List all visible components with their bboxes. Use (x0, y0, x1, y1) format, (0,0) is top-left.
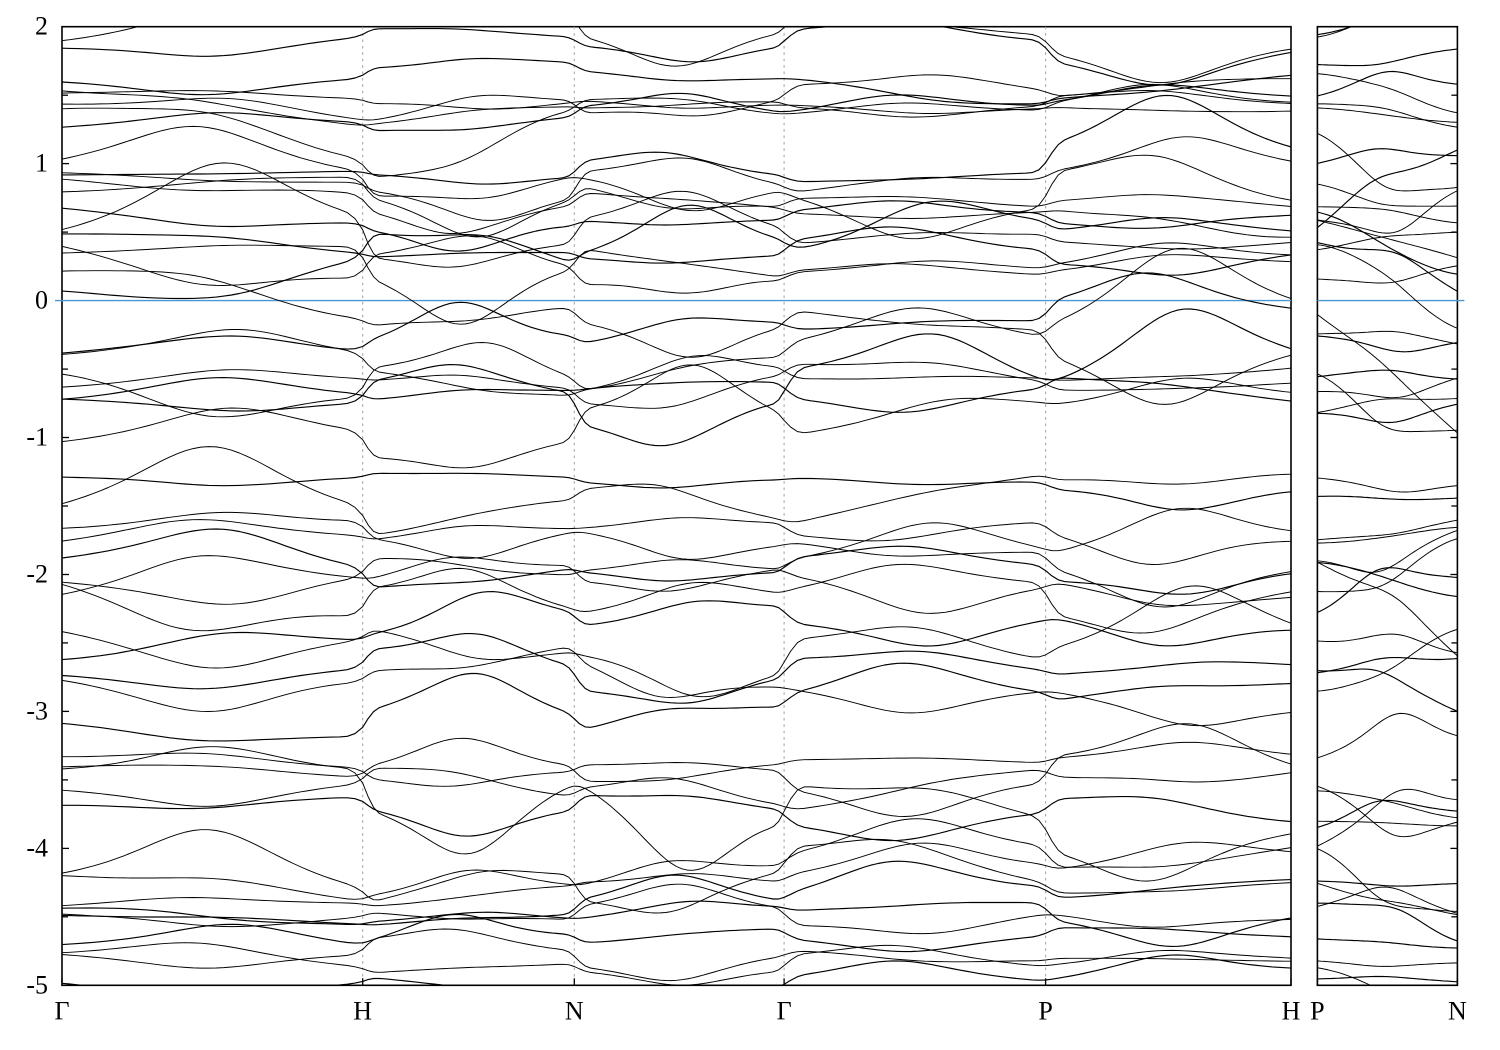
svg-text:P: P (1038, 996, 1052, 1025)
svg-text:2: 2 (35, 12, 48, 41)
svg-text:N: N (1448, 996, 1467, 1025)
svg-text:1: 1 (35, 149, 48, 178)
svg-text:Γ: Γ (54, 996, 69, 1025)
svg-text:P: P (1310, 996, 1324, 1025)
svg-text:-5: -5 (26, 970, 48, 999)
svg-text:-2: -2 (26, 560, 48, 589)
svg-text:0: 0 (35, 286, 48, 315)
svg-text:-4: -4 (26, 833, 48, 862)
svg-text:H: H (353, 996, 372, 1025)
svg-text:-1: -1 (26, 423, 48, 452)
svg-text:-3: -3 (26, 696, 48, 725)
svg-text:H: H (1282, 996, 1301, 1025)
svg-text:Γ: Γ (777, 996, 792, 1025)
svg-text:N: N (565, 996, 584, 1025)
